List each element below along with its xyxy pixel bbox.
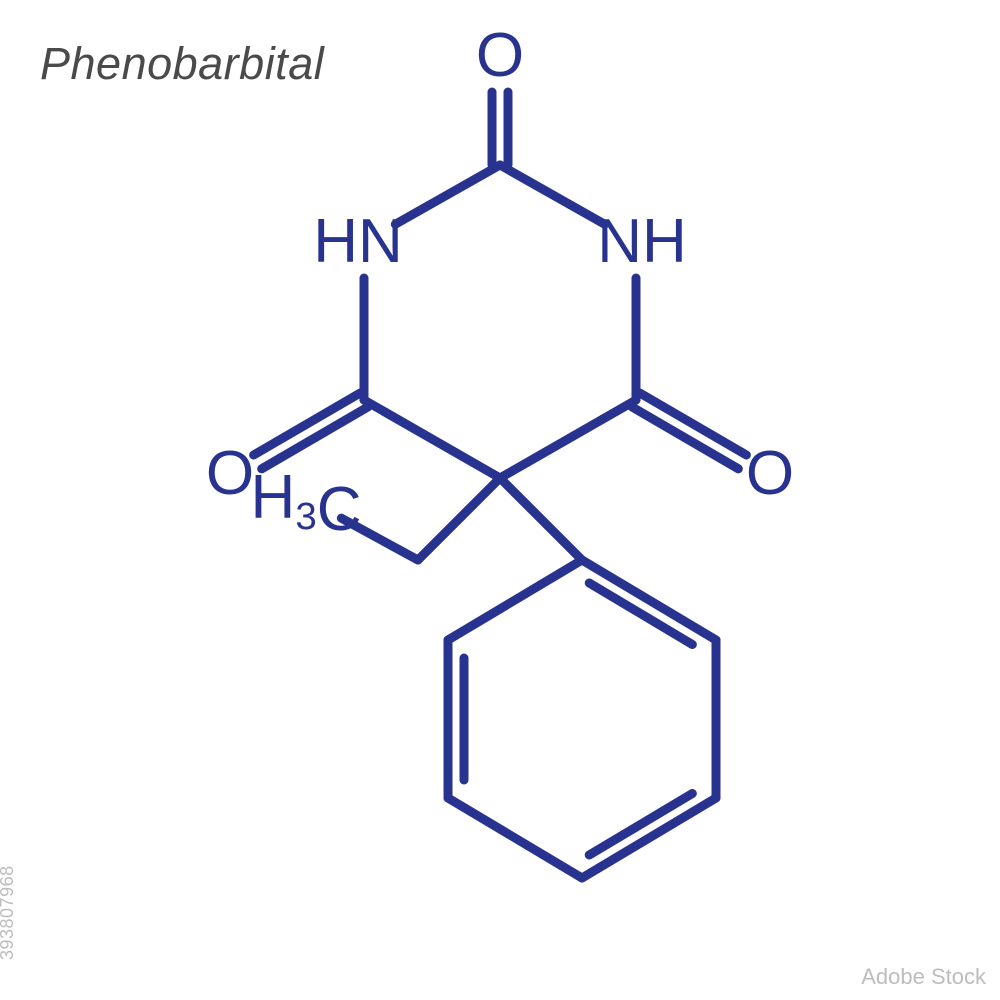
bond-line (448, 560, 582, 640)
atom-label-n3: NH (597, 207, 687, 276)
atom-label-n1: HN (313, 207, 403, 276)
bond-line (500, 478, 582, 560)
atom-label-o4: O (746, 439, 794, 508)
bond-line (448, 798, 582, 878)
bond-line (582, 560, 716, 640)
stock-id-watermark: 393807968 (0, 865, 18, 960)
molecule-diagram: HNNHOOOH3C (0, 0, 1000, 1000)
bond-line (500, 400, 636, 478)
bond-line (500, 165, 605, 224)
atom-label-o6: O (206, 439, 254, 508)
bond-line (418, 478, 500, 560)
bond-line (582, 798, 716, 878)
atom-label-o2: O (476, 21, 524, 90)
bond-line (364, 400, 500, 478)
atom-label-e2: H3C (251, 463, 362, 544)
stock-brand-watermark: Adobe Stock (861, 964, 986, 990)
bond-line (395, 165, 500, 224)
